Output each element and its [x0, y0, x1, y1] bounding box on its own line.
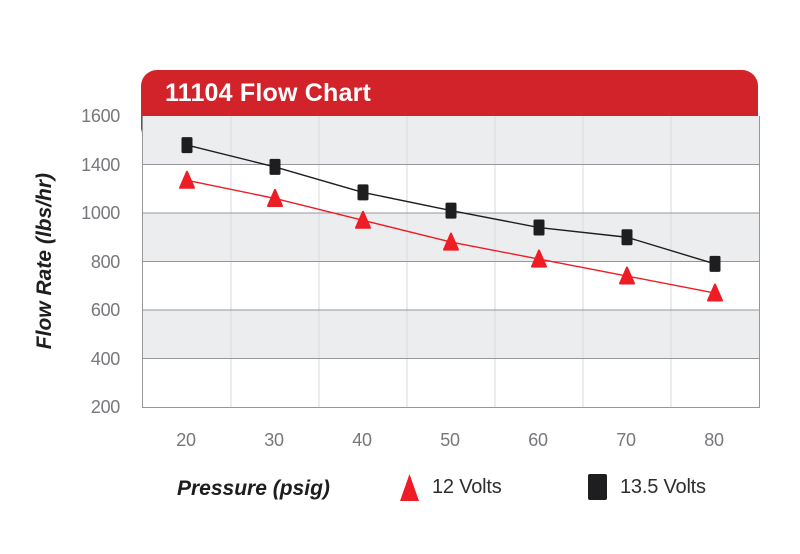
y-tick-label: 1600: [81, 106, 120, 126]
plot-area: [142, 116, 760, 408]
plot-band: [143, 261, 759, 310]
data-point-square: [621, 229, 633, 246]
chart-title: 11104 Flow Chart: [165, 78, 372, 107]
x-tick-label: 20: [176, 430, 196, 450]
data-point-square: [445, 202, 457, 219]
legend-square-icon: [588, 474, 607, 500]
plot-band: [143, 116, 759, 165]
legend-label: 13.5 Volts: [620, 475, 706, 498]
y-tick-label: 400: [90, 348, 120, 369]
chart-title-banner: 11104 Flow Chart: [141, 70, 758, 116]
legend-item: 12 Volts: [400, 474, 502, 501]
data-point-triangle: [531, 249, 547, 268]
y-tick-label: 1000: [81, 203, 120, 223]
y-tick-label: 1400: [81, 154, 120, 175]
x-tick-label: 80: [704, 430, 724, 450]
legend-triangle-icon: [400, 474, 419, 501]
legend-item: 13.5 Volts: [588, 474, 706, 500]
data-point-square: [533, 219, 545, 236]
data-point-triangle: [355, 210, 371, 229]
y-tick-label: 200: [90, 397, 120, 417]
data-point-triangle: [707, 283, 723, 302]
y-tick-label: 800: [90, 251, 120, 272]
x-tick-label: 60: [528, 430, 548, 450]
x-axis-title: Pressure (psig): [177, 477, 330, 500]
flow-rate-line-chart: [143, 116, 759, 407]
data-point-square: [181, 137, 193, 154]
x-tick-label: 50: [440, 430, 460, 450]
data-point-square: [269, 158, 281, 175]
legend-label: 12 Volts: [432, 476, 502, 498]
plot-band: [143, 358, 759, 407]
data-point-triangle: [619, 266, 635, 285]
y-tick-label: 600: [90, 300, 120, 320]
data-point-triangle: [443, 232, 459, 251]
data-point-triangle: [179, 170, 195, 189]
data-point-triangle: [267, 188, 283, 207]
data-point-square: [357, 184, 369, 201]
data-point-square: [709, 255, 721, 272]
x-tick-label: 40: [352, 430, 372, 450]
plot-band: [143, 310, 759, 359]
x-tick-label: 70: [616, 430, 636, 450]
x-tick-label: 30: [264, 430, 284, 450]
